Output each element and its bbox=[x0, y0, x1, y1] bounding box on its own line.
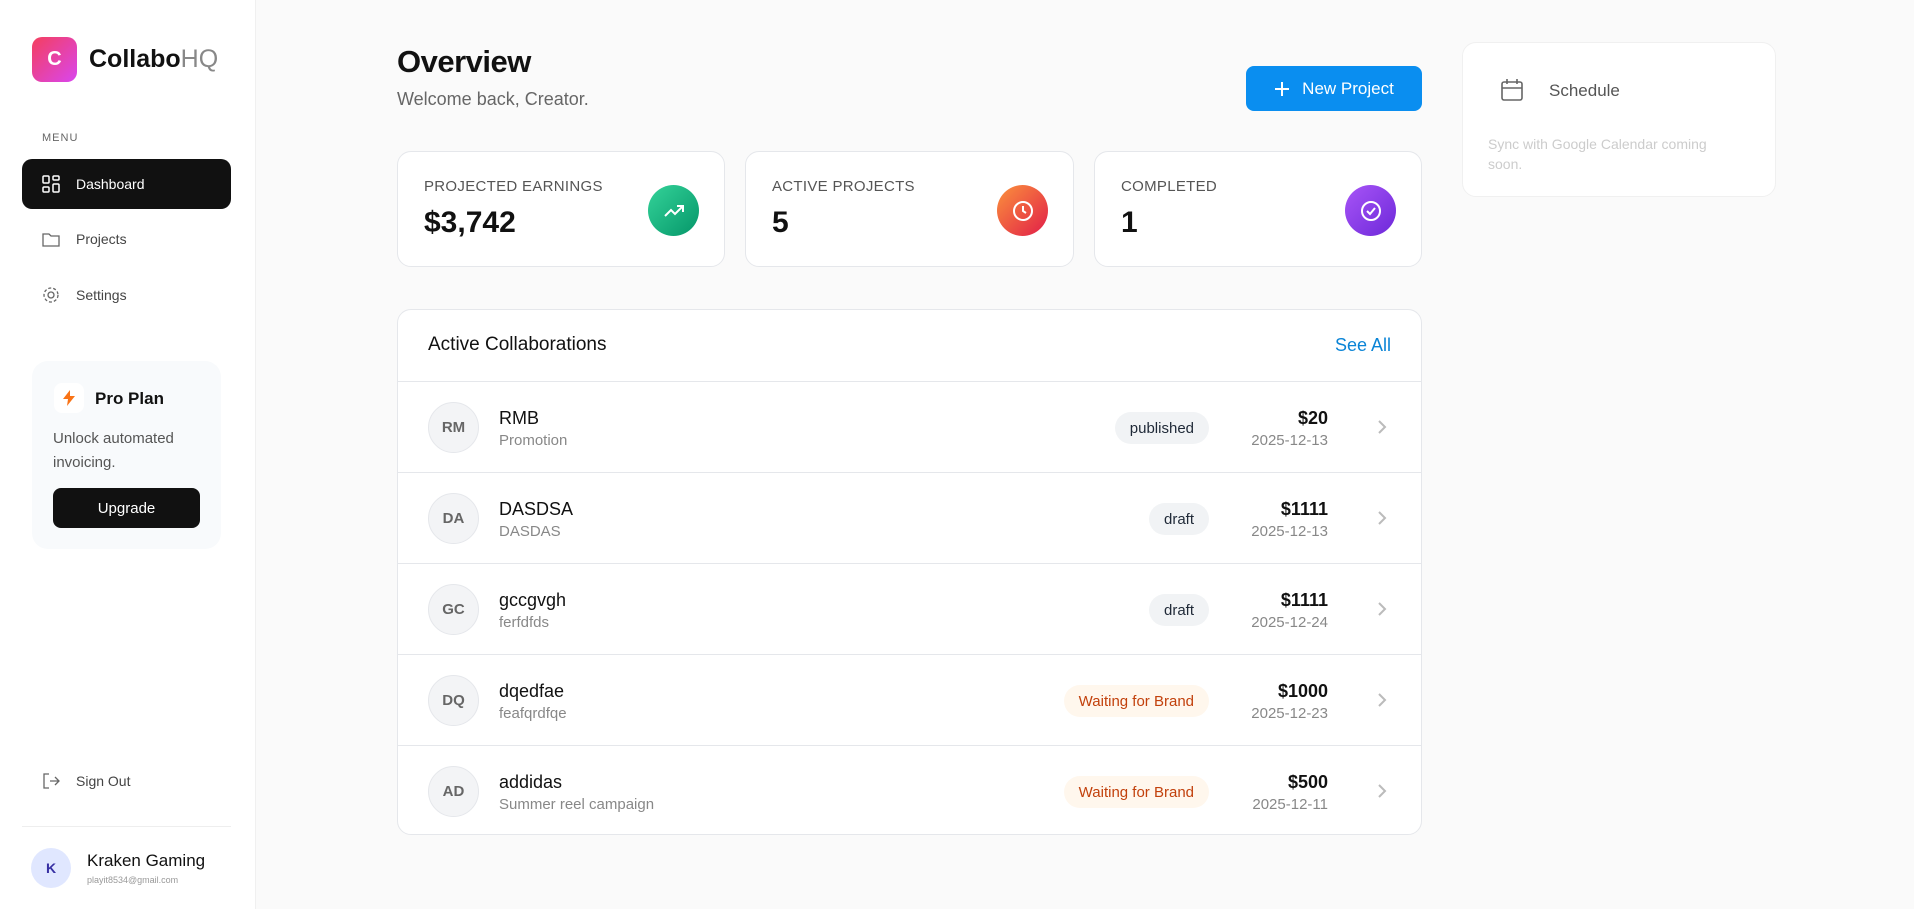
upgrade-button[interactable]: Upgrade bbox=[53, 488, 200, 528]
stat-value: $3,742 bbox=[424, 206, 516, 239]
logo-accent: HQ bbox=[180, 45, 219, 73]
nav-label: Settings bbox=[76, 287, 127, 303]
amount: $1000 bbox=[1277, 681, 1328, 701]
amount: $500 bbox=[1287, 772, 1328, 792]
stat-card: PROJECTED EARNINGS $3,742 bbox=[397, 151, 725, 267]
chevron-icon bbox=[1378, 420, 1387, 434]
stat-label: ACTIVE PROJECTS bbox=[772, 178, 915, 195]
chevron-icon bbox=[1378, 693, 1387, 707]
logo-main: Collabo bbox=[89, 45, 181, 73]
stat-label: COMPLETED bbox=[1121, 178, 1218, 195]
user-name: Kraken Gaming bbox=[87, 851, 206, 870]
new-project-button[interactable]: New Project bbox=[1246, 66, 1422, 111]
user-email: playit8534@gmail.com bbox=[87, 875, 179, 885]
chevron bbox=[1377, 783, 1387, 799]
stat-icon bbox=[1345, 185, 1396, 236]
row-subtitle: DASDAS bbox=[499, 523, 561, 540]
nav-item[interactable]: Dashboard bbox=[22, 159, 231, 209]
row-name: RMB bbox=[499, 408, 539, 428]
menu-label: MENU bbox=[42, 132, 79, 144]
stat-icon bbox=[648, 185, 699, 236]
date: 2025-12-11 bbox=[1252, 796, 1328, 813]
date: 2025-12-23 bbox=[1251, 705, 1328, 722]
user-avatar: K bbox=[31, 848, 71, 888]
collaboration-row[interactable]: DQ dqedfae feafqrdfqe Waiting for Brand $100… bbox=[398, 654, 1421, 745]
status-badge: Waiting for Brand bbox=[1063, 776, 1209, 808]
nav-item[interactable]: Settings bbox=[22, 270, 231, 320]
collaboration-row[interactable]: GC gccgvgh ferfdfds draft $1111 2025-12-24 bbox=[398, 563, 1421, 654]
schedule-title: Schedule bbox=[1549, 81, 1620, 100]
page-subtitle: Welcome back, Creator. bbox=[397, 89, 589, 109]
nav-label: Projects bbox=[76, 231, 127, 247]
avatar: AD bbox=[428, 766, 479, 817]
row-subtitle: feafqrdfqe bbox=[499, 705, 567, 722]
date: 2025-12-24 bbox=[1251, 614, 1328, 631]
avatar: DQ bbox=[428, 675, 479, 726]
stat-card: ACTIVE PROJECTS 5 bbox=[745, 151, 1074, 267]
status-badge: draft bbox=[1148, 503, 1209, 535]
stat-icon bbox=[997, 185, 1048, 236]
amount: $1111 bbox=[1280, 499, 1328, 519]
stat-label: PROJECTED EARNINGS bbox=[424, 178, 603, 195]
row-subtitle: Promotion bbox=[499, 432, 568, 449]
divider bbox=[22, 826, 231, 827]
collaboration-row[interactable]: DA DASDSA DASDAS draft $1111 2025-12-13 bbox=[398, 472, 1421, 563]
date: 2025-12-13 bbox=[1251, 523, 1328, 540]
sign-out-label: Sign Out bbox=[76, 773, 131, 789]
row-name: DASDSA bbox=[499, 499, 574, 519]
collaborations-card: Active Collaborations See All RM RMB Promo… bbox=[397, 309, 1422, 835]
button-label: New Project bbox=[1302, 78, 1394, 98]
avatar: GC bbox=[428, 584, 479, 635]
schedule-card: Schedule Sync with Google Calendar comin… bbox=[1462, 42, 1776, 197]
status-badge: draft bbox=[1148, 594, 1209, 626]
collaboration-row[interactable]: AD addidas Summer reel campaign Waiting for… bbox=[398, 745, 1421, 834]
sidebar: C CollaboHQ MENU Dashboard Projects Sett… bbox=[0, 0, 256, 909]
row-subtitle: ferfdfds bbox=[499, 614, 550, 631]
date: 2025-12-13 bbox=[1251, 432, 1328, 449]
stat-value: 5 bbox=[772, 206, 789, 239]
logo-icon: C bbox=[32, 37, 77, 82]
stat-card: COMPLETED 1 bbox=[1094, 151, 1422, 267]
chevron-icon bbox=[1378, 784, 1387, 798]
schedule-text: Sync with Google Calendar coming soon. bbox=[1488, 136, 1707, 172]
chevron-icon bbox=[1378, 602, 1387, 616]
amount: $1111 bbox=[1280, 590, 1328, 610]
status-badge: Waiting for Brand bbox=[1063, 685, 1209, 717]
nav-item[interactable]: Projects bbox=[22, 214, 231, 264]
promo-card: Pro Plan Unlock automated invoicing. Upg… bbox=[32, 361, 221, 549]
avatar: DA bbox=[428, 493, 479, 544]
chevron bbox=[1377, 510, 1387, 526]
collaboration-row[interactable]: RM RMB Promotion published $20 2025-12-13 bbox=[398, 381, 1421, 472]
chevron bbox=[1377, 692, 1387, 708]
avatar: RM bbox=[428, 402, 479, 453]
page-title: Overview bbox=[397, 44, 531, 79]
see-all-link[interactable]: See All bbox=[1334, 335, 1391, 355]
row-subtitle: Summer reel campaign bbox=[499, 796, 655, 813]
promo-title: Pro Plan bbox=[95, 389, 164, 408]
promo-icon bbox=[54, 383, 84, 413]
calendar-icon bbox=[1501, 79, 1523, 101]
row-name: gccgvgh bbox=[499, 590, 567, 610]
logo-text: CollaboHQ bbox=[89, 45, 218, 74]
section-title: Active Collaborations bbox=[428, 334, 607, 355]
status-badge: published bbox=[1114, 412, 1209, 444]
row-name: addidas bbox=[499, 772, 563, 792]
chevron-icon bbox=[1378, 511, 1387, 525]
row-name: dqedfae bbox=[499, 681, 565, 701]
sign-out[interactable]: Sign Out bbox=[22, 756, 231, 806]
nav-label: Dashboard bbox=[76, 176, 145, 192]
promo-text: Unlock automated invoicing. bbox=[53, 430, 174, 471]
chevron bbox=[1377, 419, 1387, 435]
stat-value: 1 bbox=[1121, 206, 1138, 239]
chevron bbox=[1377, 601, 1387, 617]
amount: $20 bbox=[1297, 408, 1328, 428]
